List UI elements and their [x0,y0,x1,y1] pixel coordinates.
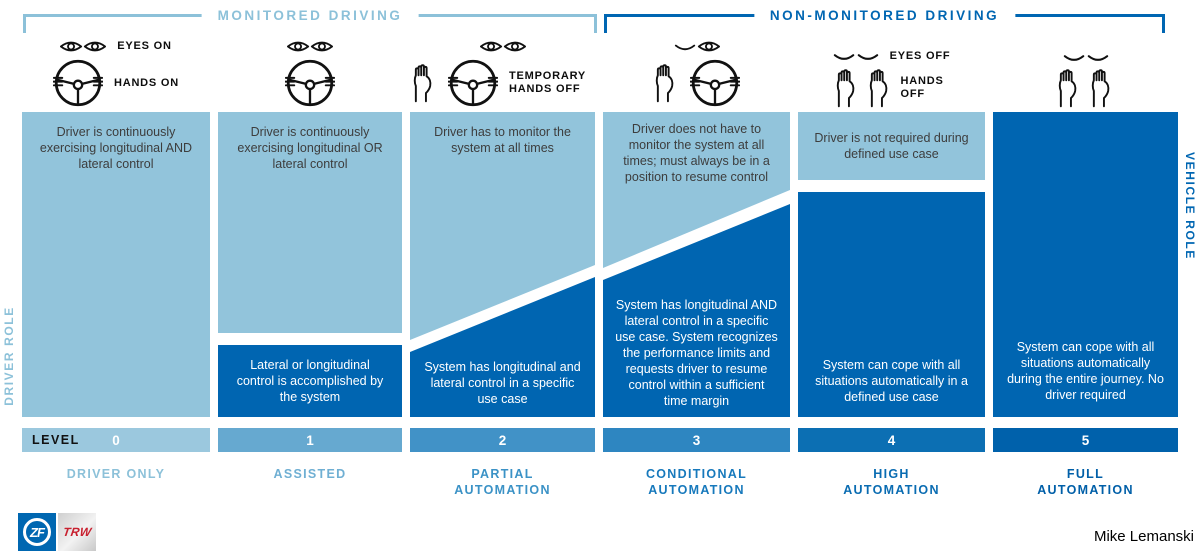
level-number: 4 [887,432,896,448]
column-name: HIGH AUTOMATION [843,467,940,497]
driver-role-text: Driver is continuously exercising longit… [39,125,193,171]
hand-icon [412,63,437,103]
column-level-2: TEMPORARY HANDS OFF Driver has to monito… [410,0,595,558]
hands-off-label: HANDS OFF [900,75,944,100]
steering-wheel-icon [53,58,103,108]
eyes-on-label: EYES ON [117,40,172,52]
bracket-tick [604,14,607,33]
hand-icon [1090,68,1115,108]
monitored-driving-heading: MONITORED DRIVING [201,8,419,23]
level-number: 2 [498,432,507,448]
level-bar: 2 [410,428,595,452]
trw-logo: TRW [58,513,96,551]
driver-role-text: Driver is not required during defined us… [814,131,969,161]
driver-role-box: Driver is continuously exercising longit… [22,112,210,417]
non-monitored-driving-bracket: NON-MONITORED DRIVING [604,8,1165,33]
credit-text: Mike Lemanski [1093,528,1194,545]
column-name: CONDITIONAL AUTOMATION [645,467,748,497]
column-name: PARTIAL AUTOMATION [454,467,551,497]
hands-on-label: HANDS ON [113,76,180,89]
eyes-on-icon [60,40,106,53]
level-bar: 5 [993,428,1178,452]
bracket-tick [594,14,597,33]
eyes-off-icon [1063,53,1109,63]
icon-group [603,34,790,108]
hand-icon [1057,68,1082,108]
level-number: 1 [306,432,314,448]
driver-role-box: Driver is continuously exercising longit… [218,112,402,333]
eye-half-open-icon [674,40,720,53]
vehicle-role-box: System can cope with all situations auto… [798,192,985,417]
level-bar: 1 [218,428,402,452]
column-level-4: EYES OFF HANDS OFF Driver is not require… [798,0,985,558]
column-level-1: Driver is continuously exercising longit… [218,0,402,558]
steering-wheel-icon [285,58,335,108]
eyes-on-icon [480,40,526,53]
steering-wheel-icon [448,58,498,108]
vehicle-role-label: VEHICLE ROLE [1183,152,1197,260]
level-label: LEVEL [32,433,80,447]
column-level-3: Driver does not have to monitor the syst… [603,0,790,558]
hand-icon [868,68,893,108]
icon-group [218,34,402,108]
column-level-5: System can cope with all situations auto… [993,0,1178,558]
bracket-tick [23,14,26,33]
vehicle-role-text: System has longitudinal and lateral cont… [424,360,581,406]
zf-logo: ZF [18,513,56,551]
level-number: 3 [692,432,701,448]
bracket-tick [1162,14,1165,33]
driver-role-text: Driver has to monitor the system at all … [434,125,571,155]
vehicle-role-text: System can cope with all situations auto… [1007,340,1164,402]
vehicle-role-text: Lateral or longitudinal control is accom… [236,358,384,404]
column-name: FULL AUTOMATION [1037,467,1134,497]
driver-role-text: Driver is continuously exercising longit… [237,125,383,171]
trw-logo-text: TRW [61,525,93,539]
driver-role-box: Driver is not required during defined us… [798,112,985,180]
level-number: 5 [1081,432,1090,448]
vehicle-role-box: System can cope with all situations auto… [993,112,1178,417]
driver-role-label: DRIVER ROLE [2,306,16,406]
driver-role-text: Driver does not have to monitor the syst… [623,122,770,184]
icon-group: EYES OFF HANDS OFF [798,34,985,108]
non-monitored-driving-heading: NON-MONITORED DRIVING [753,8,1016,23]
vehicle-role-text: System can cope with all situations auto… [815,358,968,404]
level-bar: 3 [603,428,790,452]
icon-group: EYES ON HANDS ON [22,34,210,108]
monitored-driving-bracket: MONITORED DRIVING [23,8,597,33]
icon-group: TEMPORARY HANDS OFF [410,34,595,108]
column-name: DRIVER ONLY [66,467,166,481]
column-level-0: EYES ON HANDS ON Driver is continuously … [22,0,210,558]
eyes-off-label: EYES OFF [889,50,951,62]
vehicle-role-box: Lateral or longitudinal control is accom… [218,345,402,417]
temporary-hands-off-label: TEMPORARY HANDS OFF [509,70,586,95]
zf-logo-text: ZF [30,524,45,540]
column-name: ASSISTED [273,467,347,481]
level-number: 0 [112,432,120,448]
eyes-on-icon [287,40,333,53]
eyes-off-icon [833,52,879,62]
level-bar: LEVEL 0 [22,428,210,452]
vehicle-role-text: System has longitudinal AND lateral cont… [615,298,778,408]
zf-logo-ring: ZF [23,518,51,546]
hand-icon [654,63,679,103]
level-bar: 4 [798,428,985,452]
icon-group [993,34,1178,108]
steering-wheel-icon [690,58,740,108]
hand-icon [835,68,860,108]
